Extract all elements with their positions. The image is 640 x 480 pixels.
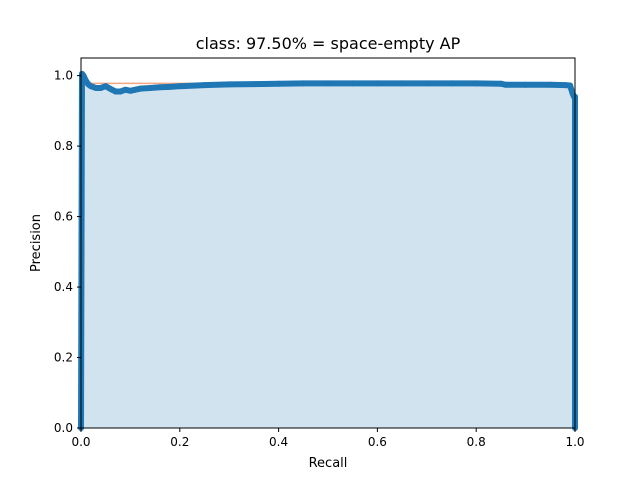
x-tick-label: 0.8 — [467, 435, 486, 449]
x-tick-label: 1.0 — [565, 435, 584, 449]
pr-curve-point — [349, 80, 356, 87]
pr-curve-point — [226, 81, 233, 88]
pr-curve-point — [87, 83, 94, 90]
pr-curve-point — [300, 80, 307, 87]
pr-curve-point — [166, 83, 173, 90]
pr-curve-point — [497, 80, 504, 87]
pr-curve-point — [473, 80, 480, 87]
pr-curve-point — [522, 81, 529, 88]
x-tick-label: 0.4 — [269, 435, 288, 449]
pr-curve-point — [112, 88, 119, 95]
x-tick-label: 0.6 — [368, 435, 387, 449]
pr-curve-point — [201, 82, 208, 89]
pr-curve-point — [102, 83, 109, 90]
pr-curve-point — [547, 81, 554, 88]
pr-curve-point — [325, 80, 331, 87]
pr-curve-point — [374, 80, 381, 87]
pr-curve-point — [275, 80, 282, 87]
pr-curve-point — [250, 81, 257, 88]
pr-curve-point — [399, 80, 406, 87]
pr-curve-point — [107, 86, 114, 93]
pr-curve-point — [137, 85, 144, 92]
x-tick-label: 0.2 — [170, 435, 189, 449]
y-tick-label: 0.8 — [54, 139, 73, 153]
y-axis-label: Precision — [29, 214, 44, 272]
y-tick-label: 0.4 — [54, 280, 73, 294]
pr-curve-point — [97, 84, 104, 91]
chart-title: class: 97.50% = space-empty AP — [196, 34, 461, 53]
pr-curve-point — [127, 87, 134, 94]
axes-frame — [80, 57, 576, 429]
pr-curve-point — [147, 84, 154, 91]
pr-curve-point — [117, 88, 124, 95]
pr-curve-point — [567, 82, 574, 89]
x-tick-label: 0.0 — [71, 435, 90, 449]
pr-curve-point — [562, 82, 569, 89]
y-tick-label: 1.0 — [54, 69, 73, 83]
pr-curve-point — [92, 84, 99, 91]
pr-curve-point — [448, 80, 455, 87]
pr-area-fill — [81, 73, 575, 428]
plot-area — [78, 70, 578, 431]
pr-curve-point — [122, 86, 129, 93]
pr-curve-point — [157, 84, 164, 91]
pr-curve-point — [132, 86, 139, 93]
x-axis-label: Recall — [309, 456, 348, 471]
pr-curve-point — [502, 81, 509, 88]
pr-curve-point — [423, 80, 430, 87]
y-axis-ticks: 0.0 0.2 0.4 0.6 0.8 1.0 — [54, 69, 81, 435]
y-tick-label: 0.6 — [54, 210, 73, 224]
pr-curve-point — [80, 72, 87, 79]
x-axis-ticks: 0.0 0.2 0.4 0.6 0.8 1.0 — [71, 428, 585, 449]
pr-curve-point — [176, 83, 183, 90]
y-tick-label: 0.2 — [54, 351, 73, 365]
y-tick-label: 0.0 — [54, 421, 73, 435]
